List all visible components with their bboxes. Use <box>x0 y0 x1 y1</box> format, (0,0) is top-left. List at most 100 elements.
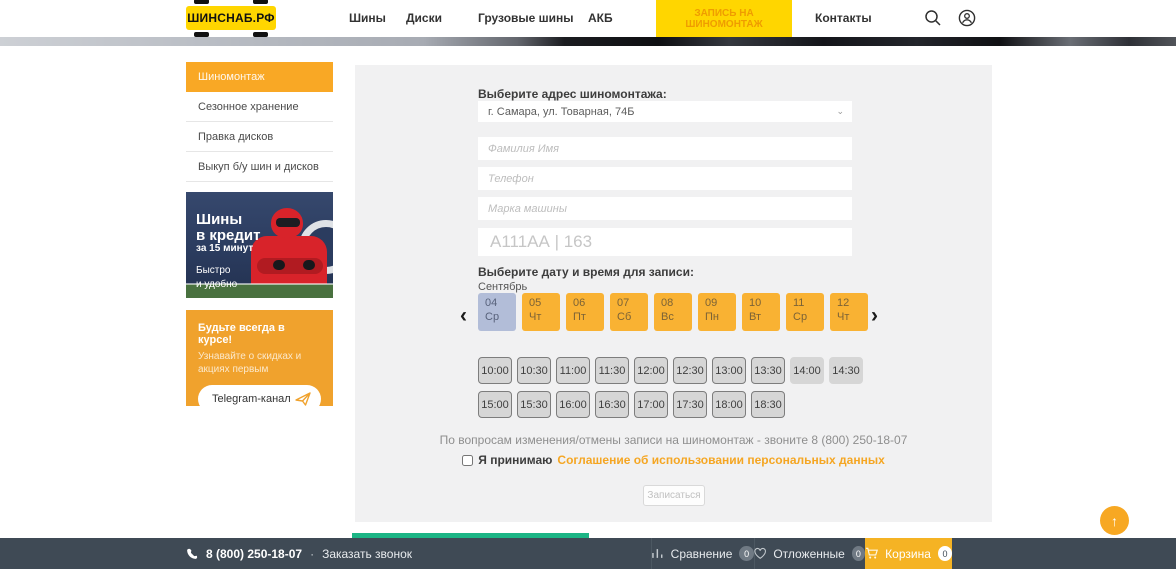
compare-label: Сравнение <box>670 546 733 561</box>
booking-form-panel: Выберите адрес шиномонтажа: г. Самара, у… <box>355 65 992 522</box>
address-select[interactable]: г. Самара, ул. Товарная, 74Б ⌄ <box>478 101 852 122</box>
date-cell[interactable]: 09 Пн <box>698 293 736 331</box>
compare-count-badge: 0 <box>739 546 754 561</box>
sidebar-item-seasonal-storage[interactable]: Сезонное хранение <box>186 92 333 122</box>
racer-visor <box>276 218 300 227</box>
callback-link[interactable]: Заказать звонок <box>322 546 413 561</box>
telegram-button-label: Telegram-канал <box>212 393 291 405</box>
nav-item-akb[interactable]: АКБ <box>588 11 613 25</box>
search-icon[interactable] <box>924 9 942 27</box>
banner-grass <box>186 284 333 298</box>
date-day: 06 <box>573 297 586 309</box>
date-weekday: Ср <box>485 311 500 323</box>
date-cell[interactable]: 11 Ср <box>786 293 824 331</box>
logo-text: ШИНСНАБ.РФ <box>187 11 275 25</box>
time-row-1: 10:00 10:30 11:00 11:30 12:00 12:30 13:00 13:30… <box>478 357 863 384</box>
date-weekday: Вс <box>661 311 674 323</box>
date-cell[interactable]: 07 Сб <box>610 293 648 331</box>
profile-icon[interactable] <box>958 9 976 27</box>
plate-field[interactable] <box>478 228 852 256</box>
date-cell[interactable]: 12 Чт <box>830 293 868 331</box>
chevron-down-icon: ⌄ <box>836 106 844 116</box>
cart-icon <box>865 547 879 559</box>
date-day: 09 <box>705 297 718 309</box>
date-cell[interactable]: 08 Вс <box>654 293 692 331</box>
submit-button[interactable]: Записаться <box>643 485 705 506</box>
date-day: 12 <box>837 297 850 309</box>
sidebar-item-disc-repair[interactable]: Правка дисков <box>186 122 333 152</box>
name-field[interactable] <box>478 137 852 160</box>
arrow-up-icon: ↑ <box>1111 512 1118 529</box>
time-slot-button[interactable]: 11:00 <box>556 357 590 384</box>
time-slot-button[interactable]: 12:30 <box>673 357 707 384</box>
nav-item-discs[interactable]: Диски <box>406 11 442 25</box>
time-slot-button[interactable]: 13:30 <box>751 357 785 384</box>
time-slot-button[interactable]: 10:00 <box>478 357 512 384</box>
logo[interactable]: ШИНСНАБ.РФ <box>186 0 276 37</box>
address-value: г. Самара, ул. Товарная, 74Б <box>488 105 635 118</box>
time-slot-button[interactable]: 13:00 <box>712 357 746 384</box>
scroll-to-top-button[interactable]: ↑ <box>1100 506 1129 535</box>
date-day: 10 <box>749 297 762 309</box>
heart-icon <box>754 547 766 559</box>
time-slot-button[interactable]: 15:00 <box>478 391 512 418</box>
tire-mark-icon <box>194 32 209 37</box>
credit-banner[interactable]: Шины в кредит за 15 минут Быстро и удобно <box>186 192 333 298</box>
time-slot-button[interactable]: 16:30 <box>595 391 629 418</box>
nav-item-tire-service-cta[interactable]: ЗАПИСЬ НА ШИНОМОНТАЖ <box>656 0 792 37</box>
nav-item-contacts[interactable]: Контакты <box>815 11 872 25</box>
consent-checkbox[interactable] <box>462 454 474 466</box>
sidebar-menu: Шиномонтаж Сезонное хранение Правка диск… <box>186 62 333 182</box>
car-field[interactable] <box>478 197 852 220</box>
consent-agreement-link[interactable]: Соглашение об использовании персональных… <box>557 453 885 467</box>
time-slot-button[interactable]: 17:30 <box>673 391 707 418</box>
phone-icon <box>187 548 198 559</box>
telegram-channel-button[interactable]: Telegram-канал <box>198 385 321 413</box>
date-cell[interactable]: 05 Чт <box>522 293 560 331</box>
sidebar-item-buyback[interactable]: Выкуп б/у шин и дисков <box>186 152 333 182</box>
cart-button[interactable]: Корзина 0 <box>865 538 952 569</box>
consent-prefix: Я принимаю <box>478 453 553 467</box>
time-slot-button[interactable]: 10:30 <box>517 357 551 384</box>
info-text: По вопросам изменения/отмены записи на ш… <box>439 433 908 447</box>
tire-mark-icon <box>253 0 268 4</box>
footer-contact: 8 (800) 250-18-07 · Заказать звонок <box>186 538 412 569</box>
nav-item-tires[interactable]: Шины <box>349 11 386 25</box>
month-label: Сентябрь <box>478 281 528 293</box>
banner-fence <box>186 283 333 285</box>
date-weekday: Вт <box>749 311 762 323</box>
phone-field[interactable] <box>478 167 852 190</box>
nav-item-truck-tires[interactable]: Грузовые шины <box>478 11 574 25</box>
date-weekday: Ср <box>793 311 808 323</box>
time-slot-button[interactable]: 18:00 <box>712 391 746 418</box>
date-weekday: Пн <box>705 311 719 323</box>
consent-row: Я принимаю Соглашение об использовании п… <box>355 453 992 467</box>
carousel-next-icon[interactable]: › <box>871 304 878 327</box>
time-slot-button[interactable]: 14:30 <box>829 357 863 384</box>
cart-count-badge: 0 <box>937 546 952 561</box>
cart-label: Корзина <box>885 546 931 561</box>
deferred-button[interactable]: Отложенные 0 <box>754 538 865 569</box>
date-cell[interactable]: 10 Вт <box>742 293 780 331</box>
time-slot-button[interactable]: 12:00 <box>634 357 668 384</box>
sidebar-item-tire-service[interactable]: Шиномонтаж <box>186 62 333 92</box>
bar-chart-icon <box>652 549 663 558</box>
footer-phone[interactable]: 8 (800) 250-18-07 <box>206 546 303 561</box>
date-weekday: Чт <box>837 311 850 323</box>
deferred-label: Отложенные <box>773 546 845 561</box>
time-slot-button[interactable]: 14:00 <box>790 357 824 384</box>
date-cell[interactable]: 04 Ср <box>478 293 516 331</box>
date-cell[interactable]: 06 Пт <box>566 293 604 331</box>
banner-title: Шины в кредит <box>196 211 261 245</box>
carousel-prev-icon[interactable]: ‹ <box>460 304 467 327</box>
time-slot-button[interactable]: 16:00 <box>556 391 590 418</box>
deferred-count-badge: 0 <box>851 546 865 561</box>
time-slot-button[interactable]: 11:30 <box>595 357 629 384</box>
time-slot-button[interactable]: 18:30 <box>751 391 785 418</box>
tire-mark-icon <box>194 0 209 4</box>
tire-mark-icon <box>253 32 268 37</box>
time-slot-button[interactable]: 17:00 <box>634 391 668 418</box>
time-slot-button[interactable]: 15:30 <box>517 391 551 418</box>
compare-button[interactable]: Сравнение 0 <box>651 538 754 569</box>
